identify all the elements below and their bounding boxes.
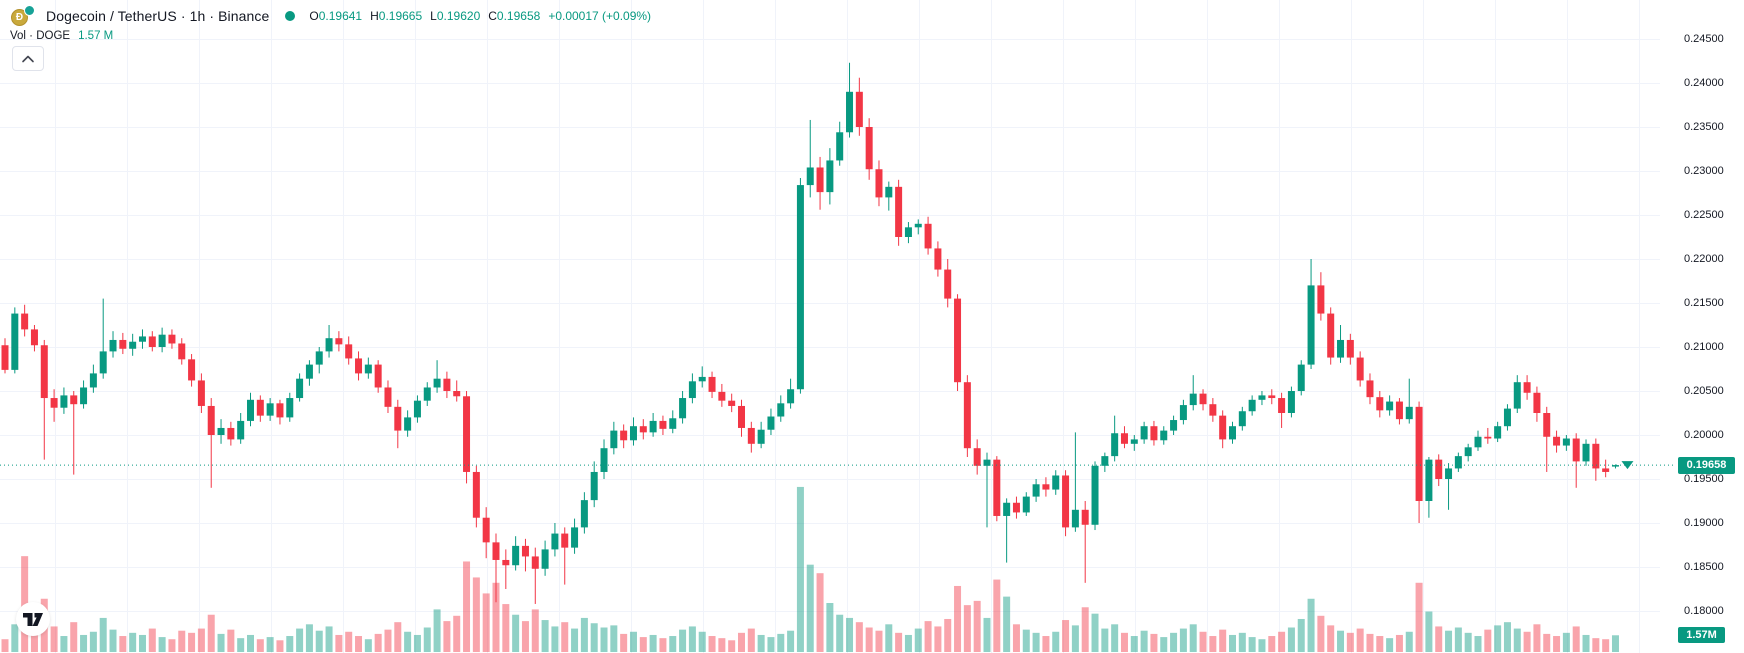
price-axis-label: 0.21500 [1684, 297, 1724, 309]
tradingview-logo[interactable] [16, 602, 50, 636]
exchange-badge-icon [24, 5, 35, 16]
market-status-icon[interactable] [285, 11, 296, 21]
price-axis-label: 0.22500 [1684, 209, 1724, 221]
price-axis-label: 0.23000 [1684, 165, 1724, 177]
volume-bars [1, 486, 1619, 652]
price-axis-label: 0.22000 [1684, 253, 1724, 265]
current-price-badge: 0.19658 [1678, 456, 1735, 474]
close-label: C [488, 9, 497, 23]
close-value: 0.19658 [496, 9, 541, 23]
price-axis-label: 0.18500 [1684, 561, 1724, 573]
price-axis-label: 0.20500 [1684, 385, 1724, 397]
price-axis-label: 0.23500 [1684, 121, 1724, 133]
low-value: 0.19620 [436, 9, 481, 23]
price-axis-label: 0.18000 [1684, 605, 1724, 617]
open-value: 0.19641 [318, 9, 363, 23]
current-price-line [0, 461, 1676, 470]
open-label: O [309, 9, 319, 23]
chevron-up-icon [22, 55, 34, 62]
high-label: H [370, 9, 379, 23]
high-value: 0.19665 [378, 9, 423, 23]
volume-indicator-value: 1.57 M [78, 30, 114, 42]
price-axis-label: 0.20000 [1684, 429, 1724, 441]
symbol-header: Ð Dogecoin / TetherUS · 1h · Binance O0.… [10, 5, 651, 27]
volume-indicator-row: Vol · DOGE 1.57 M [10, 28, 113, 44]
gridlines [0, 0, 1660, 653]
ohlc-readout: O0.19641 H0.19665 L0.19620 C0.19658 +0.0… [309, 9, 651, 23]
candles [1, 62, 1619, 604]
current-volume-badge: 1.57M [1678, 627, 1725, 644]
collapse-panel-button[interactable] [12, 46, 44, 71]
price-axis-label: 0.21000 [1684, 341, 1724, 353]
price-axis-label: 0.19500 [1684, 473, 1724, 485]
volume-indicator-label[interactable]: Vol · DOGE [10, 30, 71, 42]
tradingview-logo-icon [23, 612, 43, 626]
change-value: +0.00017 (+0.09%) [548, 9, 652, 23]
dogecoin-logo-icon: Ð [10, 5, 40, 27]
dogecoin-coin-icon: Ð [11, 9, 28, 26]
symbol-title[interactable]: Dogecoin / TetherUS · 1h · Binance [46, 8, 270, 24]
price-axis-label: 0.24000 [1684, 77, 1724, 89]
price-axis-label: 0.24500 [1684, 33, 1724, 45]
low-label: L [430, 9, 437, 23]
price-axis-label: 0.19000 [1684, 517, 1724, 529]
